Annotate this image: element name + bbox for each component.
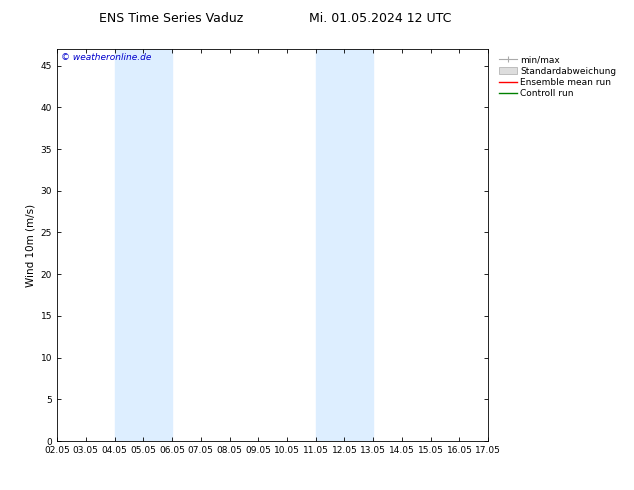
Legend: min/max, Standardabweichung, Ensemble mean run, Controll run: min/max, Standardabweichung, Ensemble me… — [497, 53, 618, 100]
Text: © weatheronline.de: © weatheronline.de — [61, 53, 152, 62]
Text: ENS Time Series Vaduz: ENS Time Series Vaduz — [99, 12, 243, 25]
Text: Mi. 01.05.2024 12 UTC: Mi. 01.05.2024 12 UTC — [309, 12, 451, 25]
Bar — [316, 49, 373, 441]
Y-axis label: Wind 10m (m/s): Wind 10m (m/s) — [25, 203, 35, 287]
Bar — [115, 49, 172, 441]
